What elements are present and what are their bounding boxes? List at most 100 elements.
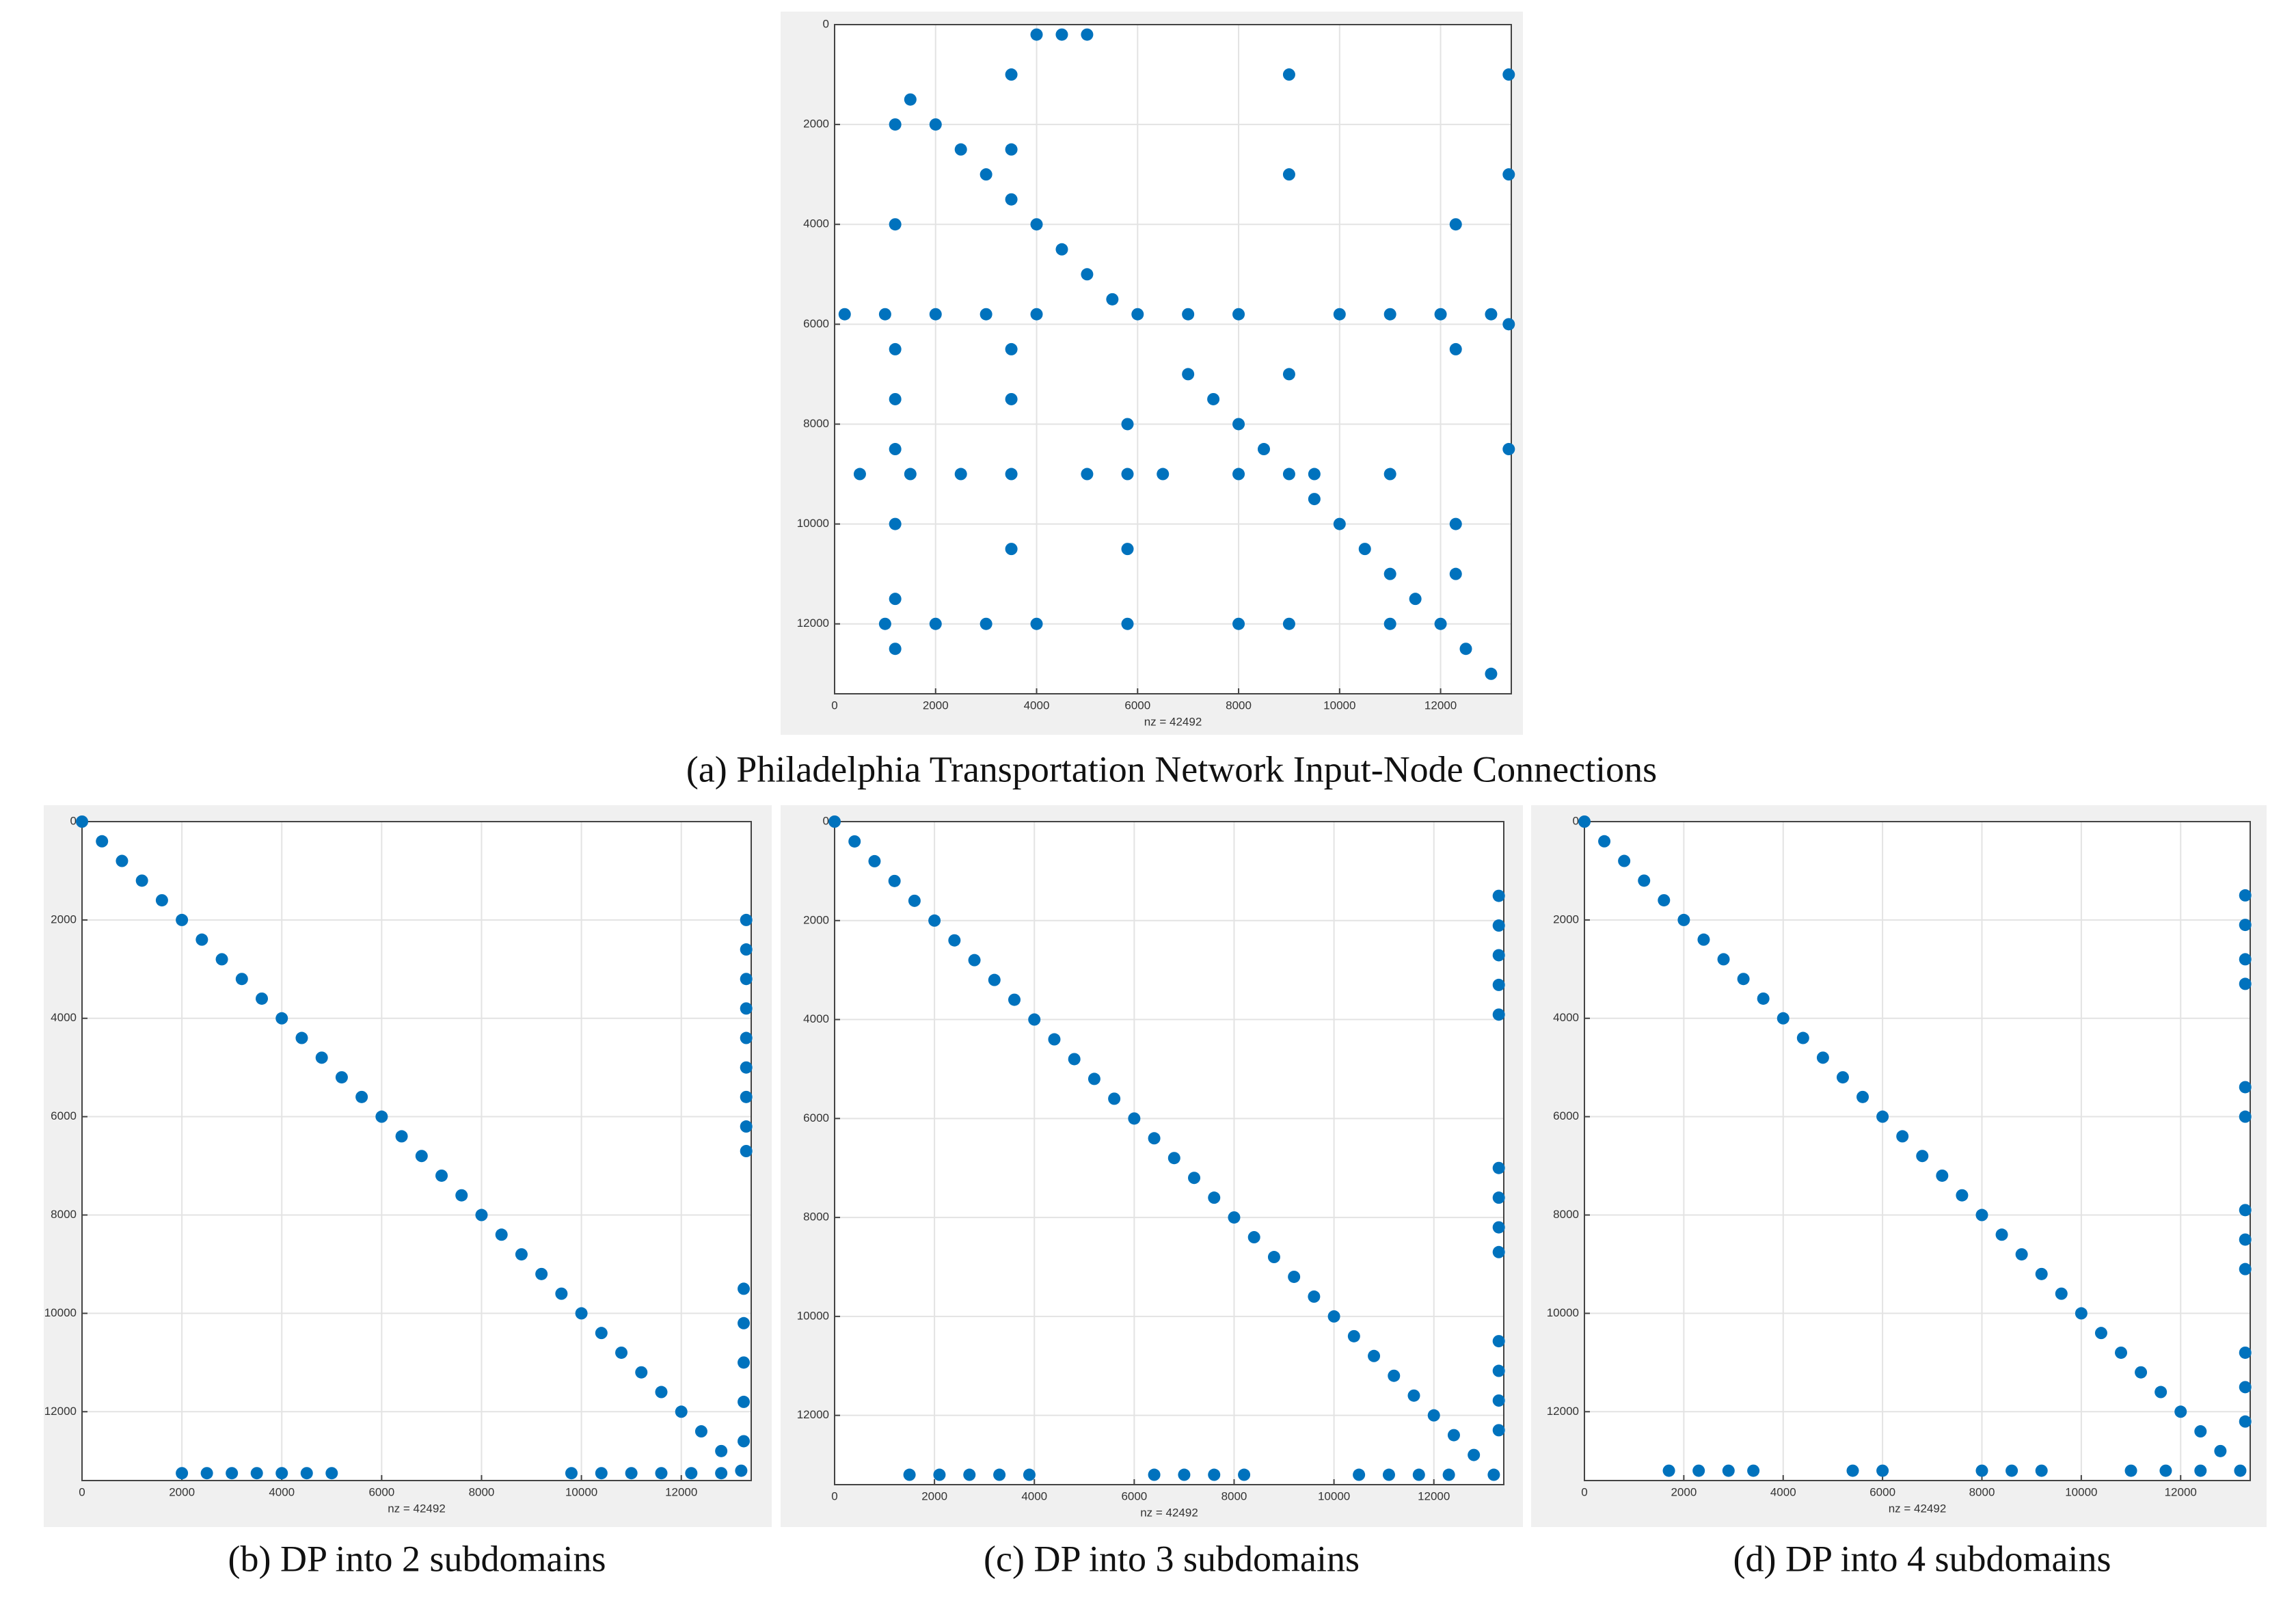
nonzero-point [1333,517,1346,530]
y-tick-label: 0 [1573,814,1579,827]
x-tick-label: 6000 [368,1485,394,1498]
nonzero-point [2239,977,2252,990]
nonzero-point [176,913,189,926]
nonzero-point [1267,1251,1280,1264]
nonzero-point [1492,889,1505,902]
y-tick-label: 4000 [803,1012,829,1025]
y-tick-label: 2000 [803,118,829,131]
x-tick-label: 4000 [1021,1489,1047,1502]
nonzero-point [2035,1267,2048,1280]
nonzero-point [235,973,248,986]
x-tick-label: 12000 [1424,699,1457,712]
nonzero-point [195,933,208,946]
nonzero-point [878,617,891,630]
y-tick-label: 10000 [797,1309,829,1322]
nonzero-point [1121,468,1134,481]
x-tick-label: 2000 [1671,1485,1697,1498]
x-tick-label: 6000 [1869,1485,1895,1498]
nonzero-point [1662,1464,1675,1477]
nonzero-point [1434,308,1447,321]
nonzero-point [2035,1464,2048,1477]
nonzero-point [1121,543,1134,556]
nonzero-point [685,1467,698,1480]
x-tick-label: 6000 [1124,699,1150,712]
x-tick-label: 12000 [2165,1485,2197,1498]
nonzero-point [738,1282,751,1295]
nonzero-point [1492,1424,1505,1437]
nonzero-point [1876,1464,1889,1477]
nonzero-point [1167,1152,1180,1165]
nonzero-point [889,342,902,355]
nonzero-point [1282,617,1295,630]
nonzero-point [1023,1468,1036,1481]
nonzero-point [2239,1262,2252,1275]
nonzero-point [1081,468,1094,481]
nonzero-point [948,934,961,947]
nonzero-point [963,1468,976,1481]
x-tick-label: 8000 [1221,1489,1247,1502]
nonzero-point [738,1316,751,1329]
y-tick-label: 0 [823,17,829,30]
nonzero-point [1106,293,1119,306]
nonzero-point [2005,1464,2018,1477]
nonzero-point [1148,1468,1161,1481]
nonzero-point [868,854,881,867]
x-tick-label: 12000 [1418,1489,1450,1502]
y-tick-label: 2000 [1553,913,1579,926]
nonzero-point [300,1467,313,1480]
nonzero-point [1257,443,1270,456]
axes-frame [834,821,1504,1485]
nonzero-point [740,1120,753,1133]
caption: (a) Philadelphia Transportation Network … [686,748,1657,789]
nonzero-point [1796,1031,1809,1044]
nonzero-point [889,392,902,405]
nonzero-point [878,308,891,321]
y-tick-label: 10000 [1547,1306,1579,1319]
nonzero-point [1459,643,1472,656]
y-tick-label: 10000 [797,517,829,530]
nonzero-point [475,1208,488,1221]
nonzero-point [595,1467,608,1480]
nonzero-point [395,1130,408,1143]
nonzero-point [575,1307,588,1320]
nonzero-point [655,1467,668,1480]
nonzero-point [1282,368,1295,381]
nonzero-point [1048,1033,1061,1046]
nonzero-point [1228,1211,1241,1224]
nonzero-point [1412,1468,1425,1481]
caption: (c) DP into 3 subdomains [984,1538,1360,1579]
nonzero-point [1388,1369,1401,1382]
nonzero-point [1697,933,1710,946]
y-tick-label: 6000 [803,317,829,330]
nonzero-point [1777,1012,1789,1025]
nonzero-point [625,1467,638,1480]
x-tick-label: 0 [79,1485,85,1498]
x-axis-label: nz = 42492 [1144,715,1202,728]
nonzero-point [738,1395,751,1408]
y-tick-label: 2000 [803,913,829,926]
nonzero-point [954,468,967,481]
y-tick-label: 8000 [51,1208,77,1221]
axes-frame [834,24,1512,694]
x-tick-label: 10000 [1323,699,1355,712]
nonzero-point [738,1435,751,1448]
nonzero-point [715,1444,728,1457]
nonzero-point [1896,1130,1909,1143]
nonzero-point [1157,468,1170,481]
nonzero-point [929,617,942,630]
nonzero-point [2115,1346,2128,1359]
plot-area [835,25,1511,694]
nonzero-point [1327,1310,1340,1323]
nonzero-point [1492,978,1505,991]
nonzero-point [675,1405,688,1418]
nonzero-point [1232,617,1245,630]
x-tick-label: 10000 [1318,1489,1350,1502]
x-tick-label: 2000 [923,699,949,712]
nonzero-point [1492,1335,1505,1348]
nonzero-point [2239,1381,2252,1394]
nonzero-point [1178,1468,1191,1481]
y-tick-label: 6000 [803,1111,829,1124]
x-tick-label: 10000 [565,1485,597,1498]
nonzero-point [2239,1081,2252,1094]
